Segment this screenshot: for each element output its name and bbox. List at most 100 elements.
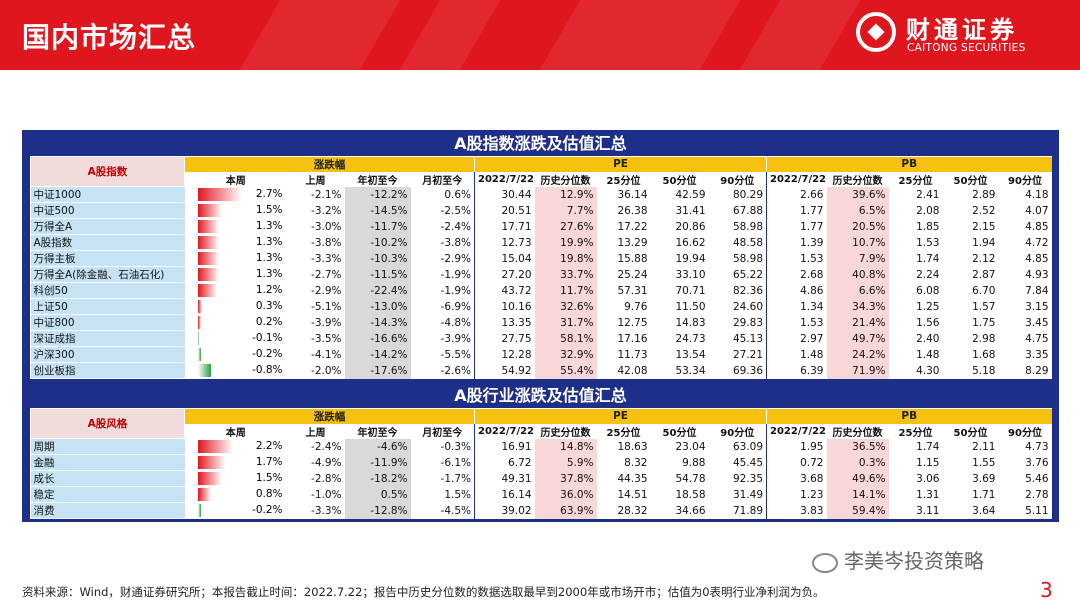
subheader-cell: 历史分位数 bbox=[826, 423, 889, 439]
pe-25th: 17.22 bbox=[617, 220, 648, 233]
index-table: A股指数 涨跌幅 PE PB 本周 上周 年初至今 月初至今 2022/7/22 历史分位… bbox=[30, 156, 1052, 379]
pe-90th: 65.22 bbox=[732, 268, 763, 281]
pb-90th: 4.18 bbox=[1025, 188, 1049, 201]
row-name: 万得主板 bbox=[30, 250, 185, 267]
pe-25th: 14.51 bbox=[617, 488, 648, 501]
pe-25th: 17.16 bbox=[617, 332, 648, 345]
week-change-value: 1.3% bbox=[255, 267, 283, 280]
week-change-cell: -0.1% bbox=[185, 331, 287, 347]
week-change-bar bbox=[197, 283, 218, 297]
subheader-cell: 50分位 bbox=[942, 423, 999, 439]
pe-90th: 48.58 bbox=[732, 236, 763, 249]
ytd-change: -14.5% bbox=[344, 202, 411, 219]
pb-90th: 4.85 bbox=[1025, 220, 1049, 233]
pe-percentile: 31.7% bbox=[534, 314, 597, 331]
table-row: 沪深300 -0.2% -4.1% -14.2% -5.5% 12.28 32.9% 11.7… bbox=[30, 346, 1052, 363]
pb-90th: 4.75 bbox=[1025, 332, 1049, 345]
pe-current: 27.75 bbox=[474, 330, 535, 347]
pb-percentile: 6.5% bbox=[826, 202, 889, 219]
pe-50th: 42.59 bbox=[675, 188, 706, 201]
subheader-cell: 90分位 bbox=[998, 423, 1052, 439]
table-row: 上证50 0.3% -5.1% -13.0% -6.9% 10.16 32.6% 9.76 11… bbox=[30, 298, 1052, 315]
week-change-value: 2.7% bbox=[255, 187, 283, 200]
pb-25th: 1.74 bbox=[916, 440, 940, 453]
pe-25th: 8.32 bbox=[624, 456, 648, 469]
pb-percentile: 40.8% bbox=[826, 266, 889, 283]
pe-25th: 36.14 bbox=[617, 188, 648, 201]
pe-percentile: 12.9% bbox=[534, 186, 597, 203]
last-week-change: -3.5% bbox=[311, 332, 342, 345]
week-change-value: 1.7% bbox=[255, 455, 283, 468]
subheader-cell: 月初至今 bbox=[410, 423, 475, 439]
subheader-cell: 上周 bbox=[286, 423, 345, 439]
pb-current: 1.48 bbox=[766, 346, 827, 363]
pb-current: 2.66 bbox=[766, 186, 827, 203]
week-change-value: 0.2% bbox=[255, 315, 283, 328]
subheader-cell: 2022/7/22 bbox=[766, 171, 827, 187]
row-name: 稳定 bbox=[30, 486, 185, 503]
pe-90th: 71.89 bbox=[732, 504, 763, 517]
pe-25th: 28.32 bbox=[617, 504, 648, 517]
pb-50th: 2.87 bbox=[972, 268, 996, 281]
week-change-cell: 1.2% bbox=[185, 283, 287, 299]
pe-90th: 29.83 bbox=[732, 316, 763, 329]
ytd-change: -14.2% bbox=[344, 346, 411, 363]
pe-90th: 24.60 bbox=[732, 300, 763, 313]
week-change-cell: 0.2% bbox=[185, 315, 287, 331]
ytd-change: -11.7% bbox=[344, 218, 411, 235]
week-change-value: 1.5% bbox=[255, 471, 283, 484]
pb-25th: 1.25 bbox=[916, 300, 940, 313]
page-number: 3 bbox=[1040, 578, 1053, 602]
pb-50th: 3.64 bbox=[972, 504, 996, 517]
week-change-bar bbox=[197, 267, 219, 281]
week-change-bar bbox=[197, 235, 219, 249]
ytd-change: -18.2% bbox=[344, 470, 411, 487]
pb-50th: 1.75 bbox=[972, 316, 996, 329]
pe-50th: 33.10 bbox=[675, 268, 706, 281]
week-change-cell: 1.3% bbox=[185, 219, 287, 235]
pb-50th: 2.15 bbox=[972, 220, 996, 233]
mtd-change: -2.9% bbox=[440, 252, 471, 265]
pb-50th: 3.69 bbox=[972, 472, 996, 485]
name-column-header: A股指数 bbox=[30, 156, 185, 187]
pe-current: 17.71 bbox=[474, 218, 535, 235]
row-name: 周期 bbox=[30, 438, 185, 455]
pe-percentile: 19.9% bbox=[534, 234, 597, 251]
pb-50th: 2.98 bbox=[972, 332, 996, 345]
group-header-pb: PB bbox=[765, 156, 1052, 172]
pe-90th: 82.36 bbox=[732, 284, 763, 297]
week-change-cell: 1.7% bbox=[185, 455, 287, 471]
pb-50th: 1.55 bbox=[972, 456, 996, 469]
table-row: 中证800 0.2% -3.9% -14.3% -4.8% 13.35 31.7% 12.75… bbox=[30, 314, 1052, 331]
pe-current: 43.72 bbox=[474, 282, 535, 299]
subheader-cell: 月初至今 bbox=[410, 171, 475, 187]
subheader-cell: 90分位 bbox=[708, 423, 767, 439]
mtd-change: -3.8% bbox=[440, 236, 471, 249]
wechat-account-name: 李美岑投资策略 bbox=[844, 549, 984, 573]
pb-90th: 4.73 bbox=[1025, 440, 1049, 453]
ytd-change: -12.2% bbox=[344, 186, 411, 203]
subheader-cell: 25分位 bbox=[888, 423, 943, 439]
page-title: 国内市场汇总 bbox=[22, 21, 197, 54]
last-week-change: -2.4% bbox=[311, 440, 342, 453]
week-change-value: 1.3% bbox=[255, 219, 283, 232]
mtd-change: -1.7% bbox=[440, 472, 471, 485]
pb-current: 2.68 bbox=[766, 266, 827, 283]
subheader-cell: 90分位 bbox=[998, 171, 1052, 187]
pe-current: 13.35 bbox=[474, 314, 535, 331]
row-name: 金融 bbox=[30, 454, 185, 471]
week-change-bar bbox=[197, 331, 200, 345]
subheader-cell: 本周 bbox=[184, 171, 287, 187]
pb-current: 3.68 bbox=[766, 470, 827, 487]
week-change-cell: -0.8% bbox=[185, 363, 287, 379]
pe-50th: 23.04 bbox=[675, 440, 706, 453]
pe-25th: 13.29 bbox=[617, 236, 648, 249]
pb-25th: 1.85 bbox=[916, 220, 940, 233]
week-change-value: 0.8% bbox=[255, 487, 283, 500]
table-row: 万得全A 1.3% -3.0% -11.7% -2.4% 17.71 27.6% 17.22 2… bbox=[30, 218, 1052, 235]
ytd-change: -10.3% bbox=[344, 250, 411, 267]
pb-25th: 1.56 bbox=[916, 316, 940, 329]
pe-percentile: 32.9% bbox=[534, 346, 597, 363]
week-change-bar bbox=[197, 471, 222, 485]
last-week-change: -3.8% bbox=[311, 236, 342, 249]
